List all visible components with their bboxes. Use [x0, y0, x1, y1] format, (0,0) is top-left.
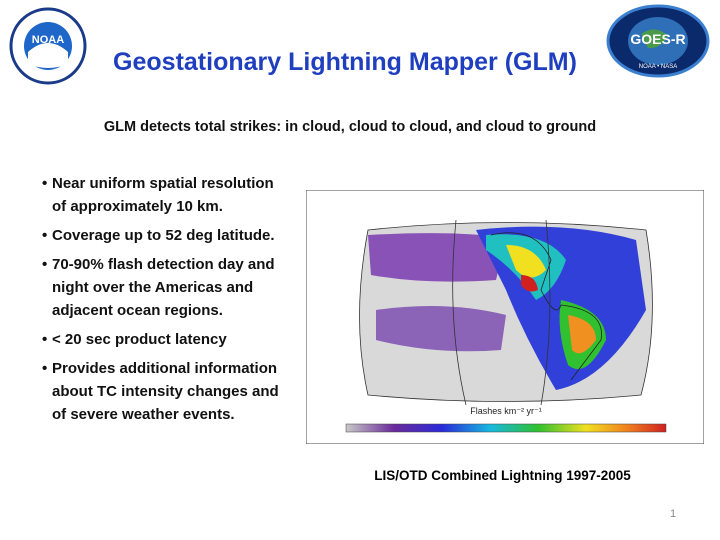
bullet-list: Near uniform spatial resolution of appro… — [42, 172, 292, 432]
logo-text: GOES-R — [630, 31, 685, 47]
bullet: Coverage up to 52 deg latitude. — [42, 224, 292, 247]
lightning-map: Flashes km⁻² yr⁻¹ — [306, 190, 704, 444]
subtitle: GLM detects total strikes: in cloud, clo… — [103, 119, 597, 135]
title: Geostationary Lightning Mapper (GLM) — [113, 48, 577, 76]
bullet: Provides additional information about TC… — [42, 357, 292, 426]
bullet: 70-90% flash detection day and night ove… — [42, 253, 292, 322]
noaa-logo: NOAA — [9, 7, 87, 85]
figure-caption: LIS/OTD Combined Lightning 1997-2005 — [374, 468, 631, 483]
logo-text: NOAA — [32, 34, 64, 46]
map-legend-title: Flashes km⁻² yr⁻¹ — [470, 406, 542, 416]
logo-subtext: NOAA • NASA — [639, 64, 677, 70]
bullet: Near uniform spatial resolution of appro… — [42, 172, 292, 218]
goes-logo: GOES-R NOAA • NASA — [606, 4, 710, 78]
page-number: 1 — [670, 508, 677, 520]
bullet: < 20 sec product latency — [42, 328, 292, 351]
